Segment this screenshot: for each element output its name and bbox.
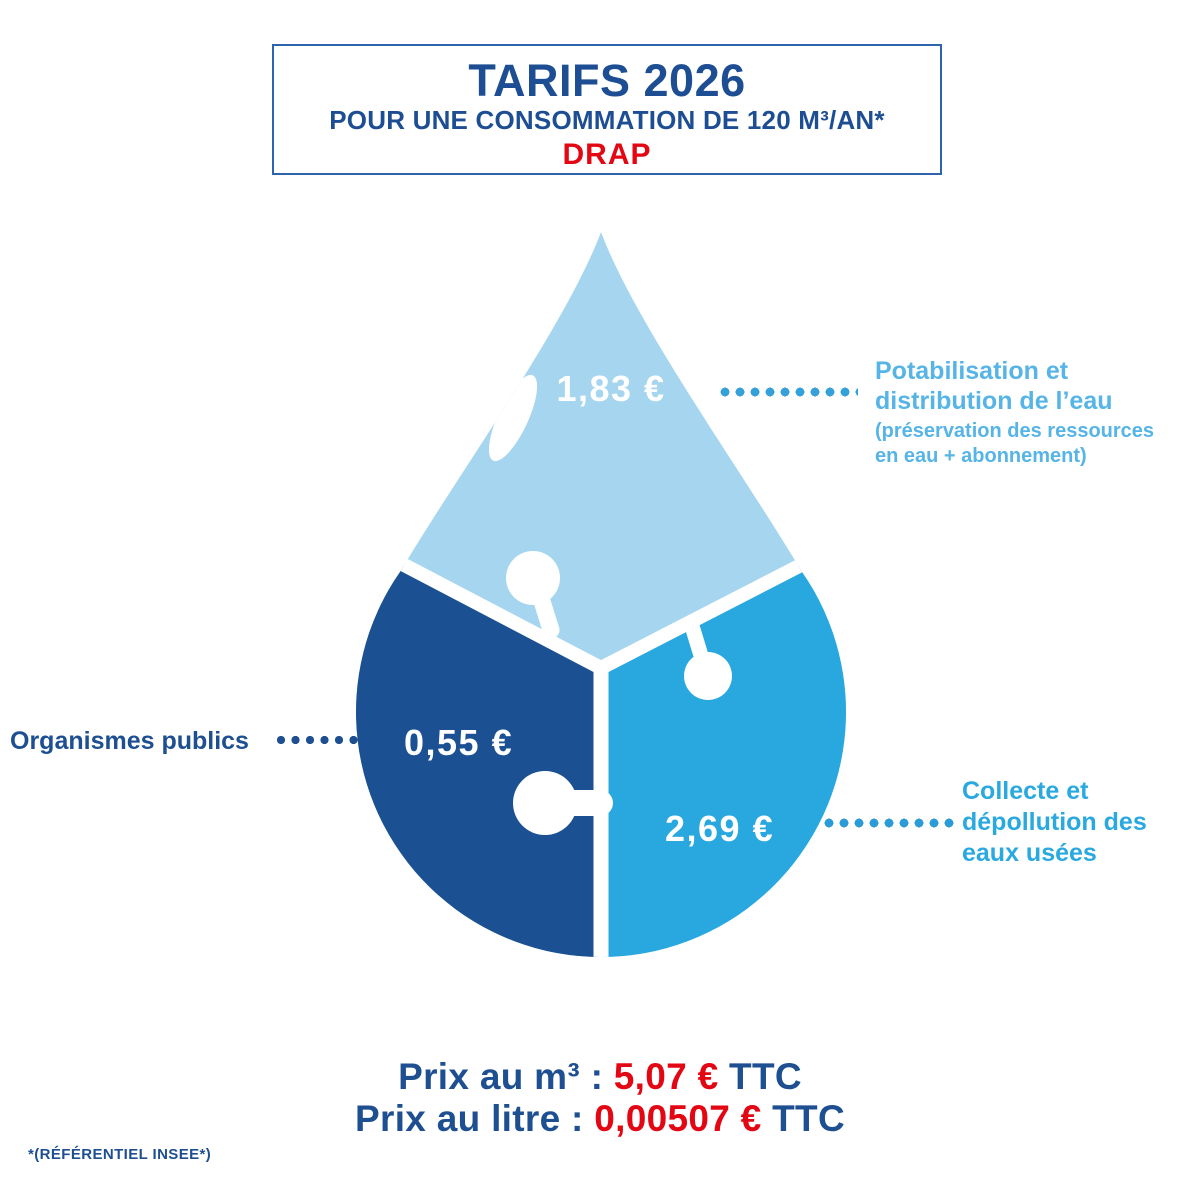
price-per-m3-line: Prix au m³ : 5,07 € TTC: [0, 1056, 1200, 1098]
label-potabilisation: Potabilisation et distribution de l’eau …: [875, 356, 1167, 469]
price-per-m3-suffix: TTC: [718, 1056, 802, 1097]
puzzle-knob-center: [513, 771, 613, 835]
page-title: TARIFS 2026: [468, 55, 746, 106]
label-collecte: Collecte et dépollution des eaux usées: [962, 777, 1147, 867]
price-per-m3-prefix: Prix au m³ :: [398, 1056, 614, 1097]
dotted-connector-potabilisation: [720, 387, 858, 397]
label-potabilisation-title: Potabilisation et distribution de l’eau: [875, 357, 1113, 415]
dotted-connector-organismes: [276, 735, 360, 745]
price-per-litre-value: 0,00507 €: [594, 1098, 762, 1139]
price-per-m3-value: 5,07 €: [613, 1056, 719, 1097]
header-box: TARIFS 2026 POUR UNE CONSOMMATION DE 120…: [272, 44, 942, 175]
price-per-litre-line: Prix au litre : 0,00507 € TTC: [0, 1098, 1200, 1140]
price-potabilisation: 1,83 €: [556, 368, 666, 409]
city-name: DRAP: [562, 138, 652, 171]
price-per-litre-prefix: Prix au litre :: [355, 1098, 595, 1139]
price-collecte: 2,69 €: [665, 808, 775, 849]
puzzle-knob-right: [684, 618, 732, 700]
label-potabilisation-subtitle: (préservation des ressources en eau + ab…: [875, 420, 1155, 467]
dotted-connector-collecte: [824, 818, 958, 828]
footnote-insee: *(RÉFÉRENTIEL INSEE*): [28, 1146, 212, 1163]
drop-shine: [488, 374, 538, 462]
price-organismes-publics: 0,55 €: [404, 722, 514, 763]
page-subtitle: POUR UNE CONSOMMATION DE 120 M³/AN*: [329, 105, 885, 135]
puzzle-knob-left: [506, 551, 560, 639]
water-drop-chart: [356, 232, 847, 958]
label-organismes-publics: Organismes publics: [10, 727, 249, 755]
price-per-litre-suffix: TTC: [761, 1098, 845, 1139]
